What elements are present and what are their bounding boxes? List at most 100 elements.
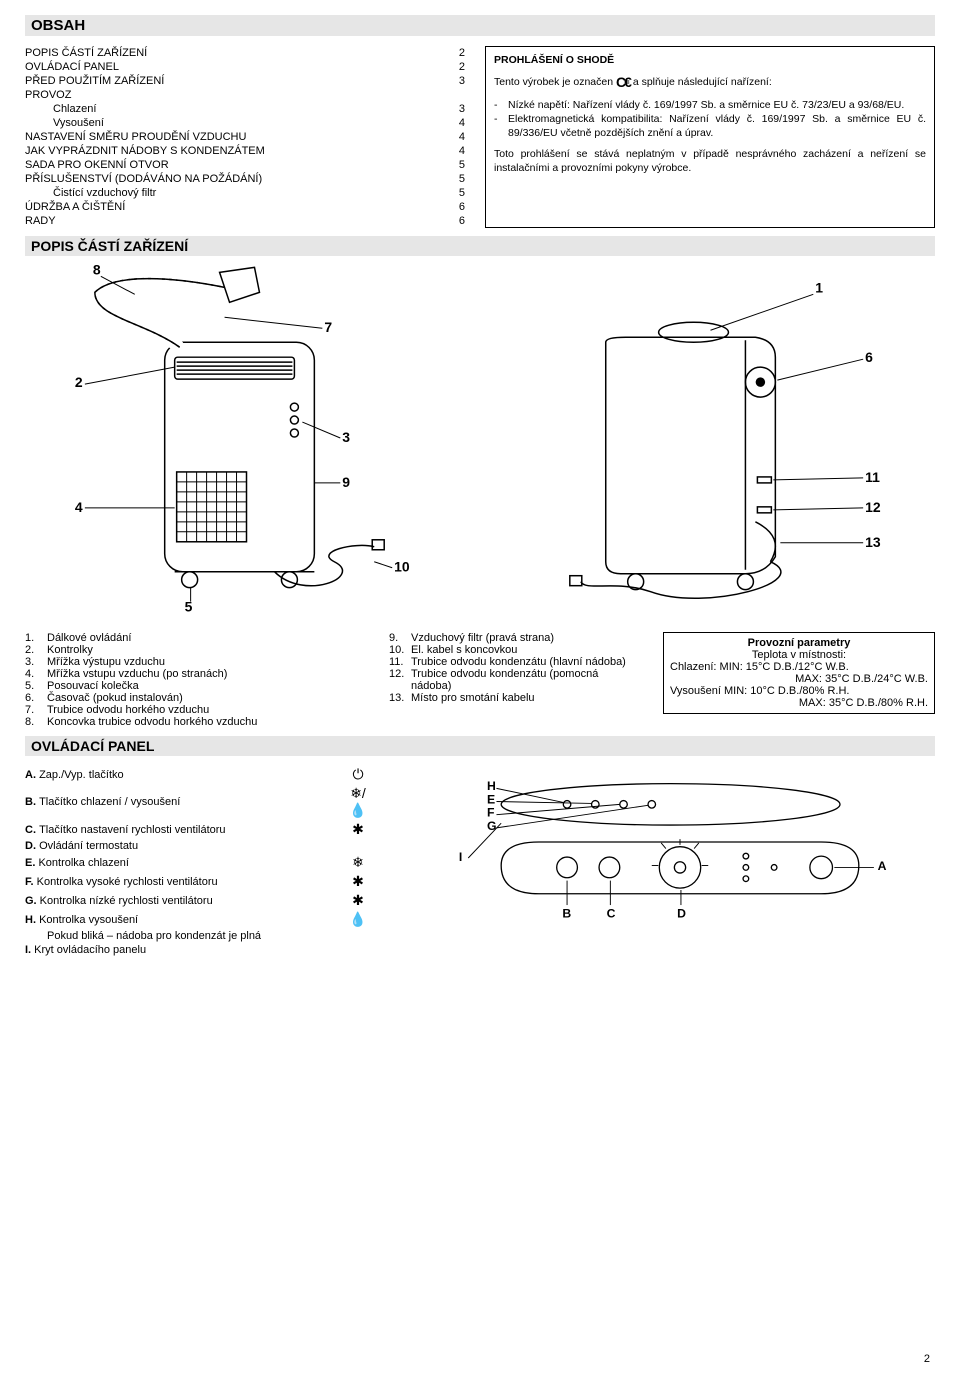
panel-icon: ✱ <box>345 821 371 838</box>
toc-page: 5 <box>445 173 465 185</box>
params-l1: Chlazení: MIN: 15°C D.B./12°C W.B. <box>670 661 928 673</box>
toc-label: PŘED POUŽITÍM ZAŘÍZENÍ <box>25 75 445 87</box>
svg-text:E: E <box>487 792 495 806</box>
declaration-title: PROHLÁŠENÍ O SHODĚ <box>494 53 926 67</box>
toc-row: Čistící vzduchový filtr5 <box>25 186 465 200</box>
svg-text:9: 9 <box>342 474 350 490</box>
toc-label: OVLÁDACÍ PANEL <box>25 61 445 73</box>
parts-num: 2. <box>25 644 47 656</box>
ce-mark-icon: C€ <box>616 73 630 92</box>
declaration-bullet: -Elektromagnetická kompatibilita: Naříze… <box>494 112 926 140</box>
parts-item: 1.Dálkové ovládání <box>25 632 365 644</box>
toc-page: 6 <box>445 215 465 227</box>
toc-page: 3 <box>445 103 465 115</box>
toc-row: SADA PRO OKENNÍ OTVOR5 <box>25 158 465 172</box>
toc-row: POPIS ČÁSTÍ ZAŘÍZENÍ2 <box>25 46 465 60</box>
svg-text:G: G <box>487 819 497 833</box>
toc-page: 4 <box>445 131 465 143</box>
toc-label: NASTAVENÍ SMĚRU PROUDĚNÍ VZDUCHU <box>25 131 445 143</box>
parts-item: 6.Časovač (pokud instalován) <box>25 692 365 704</box>
toc-label: ÚDRŽBA A ČIŠTĚNÍ <box>25 201 445 213</box>
parameters-box: Provozní parametry Teplota v místnosti: … <box>663 632 935 714</box>
parts-list-left: 1.Dálkové ovládání2.Kontrolky3.Mřížka vý… <box>25 632 365 728</box>
parts-text: Trubice odvodu kondenzátu (pomocná nádob… <box>411 668 639 692</box>
declaration-bullet: -Nízké napětí: Nařízení vlády č. 169/199… <box>494 98 926 112</box>
toc-row: Vysoušení4 <box>25 116 465 130</box>
svg-text:13: 13 <box>865 534 881 550</box>
panel-label: Pokud bliká – nádoba pro kondenzát je pl… <box>25 930 345 942</box>
product-diagrams: 8 7 2 3 9 4 10 5 <box>25 262 935 622</box>
parts-num: 6. <box>25 692 47 704</box>
panel-label: C. Tlačítko nastavení rychlosti ventilát… <box>25 824 345 836</box>
parts-text: El. kabel s koncovkou <box>411 644 639 656</box>
declaration-box: PROHLÁŠENÍ O SHODĚ Tento výrobek je ozna… <box>485 46 935 228</box>
panel-item: D. Ovládání termostatu <box>25 840 425 852</box>
parts-item: 13.Místo pro smotání kabelu <box>389 692 639 704</box>
panel-icon: ✱ <box>345 873 371 890</box>
heading-obsah: OBSAH <box>25 15 935 36</box>
panel-label: B. Tlačítko chlazení / vysoušení <box>25 796 345 808</box>
toc-page: 2 <box>445 61 465 73</box>
svg-text:3: 3 <box>342 429 350 445</box>
panel-label: G. Kontrolka nízké rychlosti ventilátoru <box>25 895 345 907</box>
svg-text:A: A <box>878 859 887 873</box>
toc-page: 3 <box>445 75 465 87</box>
parts-text: Časovač (pokud instalován) <box>47 692 365 704</box>
toc-row: RADY6 <box>25 214 465 228</box>
toc-row: ÚDRŽBA A ČIŠTĚNÍ6 <box>25 200 465 214</box>
parts-text: Vzduchový filtr (pravá strana) <box>411 632 639 644</box>
toc-label: PROVOZ <box>25 89 445 101</box>
parts-item: 7.Trubice odvodu horkého vzduchu <box>25 704 365 716</box>
toc-page: 6 <box>445 201 465 213</box>
parts-text: Koncovka trubice odvodu horkého vzduchu <box>47 716 365 728</box>
toc-row: OVLÁDACÍ PANEL2 <box>25 60 465 74</box>
parts-num: 1. <box>25 632 47 644</box>
panel-label: F. Kontrolka vysoké rychlosti ventilátor… <box>25 876 345 888</box>
toc-row: PŘED POUŽITÍM ZAŘÍZENÍ3 <box>25 74 465 88</box>
toc-label: RADY <box>25 215 445 227</box>
control-panel-list: A. Zap./Vyp. tlačítko⏻B. Tlačítko chlaze… <box>25 766 425 956</box>
parts-item: 5.Posouvací kolečka <box>25 680 365 692</box>
panel-item: B. Tlačítko chlazení / vysoušení❄/💧 <box>25 785 425 819</box>
params-l2: MAX: 35°C D.B./24°C W.B. <box>670 673 928 685</box>
toc-row: JAK VYPRÁZDNIT NÁDOBY S KONDENZÁTEM4 <box>25 144 465 158</box>
parts-num: 7. <box>25 704 47 716</box>
panel-item: H. Kontrolka vysoušení💧 <box>25 911 425 928</box>
parts-text: Kontrolky <box>47 644 365 656</box>
bullet-text: Nízké napětí: Nařízení vlády č. 169/1997… <box>508 98 926 112</box>
svg-text:11: 11 <box>865 469 880 485</box>
svg-text:12: 12 <box>865 499 881 515</box>
parts-item: 12.Trubice odvodu kondenzátu (pomocná ná… <box>389 668 639 692</box>
panel-item: I. Kryt ovládacího panelu <box>25 944 425 956</box>
diagram-front: 8 7 2 3 9 4 10 5 <box>25 262 474 622</box>
bullet-text: Elektromagnetická kompatibilita: Nařízen… <box>508 112 926 140</box>
toc-row: PŘÍSLUŠENSTVÍ (DODÁVÁNO NA POŽÁDÁNÍ)5 <box>25 172 465 186</box>
parts-list-right: 9.Vzduchový filtr (pravá strana)10.El. k… <box>389 632 639 728</box>
parts-num: 9. <box>389 632 411 644</box>
toc-label: Chlazení <box>25 103 445 115</box>
parts-num: 10. <box>389 644 411 656</box>
parts-text: Trubice odvodu kondenzátu (hlavní nádoba… <box>411 656 639 668</box>
parts-text: Místo pro smotání kabelu <box>411 692 639 704</box>
parts-text: Mřížka výstupu vzduchu <box>47 656 365 668</box>
svg-text:4: 4 <box>75 499 83 515</box>
toc-label: POPIS ČÁSTÍ ZAŘÍZENÍ <box>25 47 445 59</box>
declaration-intro-pre: Tento výrobek je označen <box>494 76 613 88</box>
svg-text:I: I <box>459 850 462 864</box>
toc-page: 4 <box>445 145 465 157</box>
toc-label: PŘÍSLUŠENSTVÍ (DODÁVÁNO NA POŽÁDÁNÍ) <box>25 173 445 185</box>
parts-text: Dálkové ovládání <box>47 632 365 644</box>
toc-label: SADA PRO OKENNÍ OTVOR <box>25 159 445 171</box>
declaration-intro-post: a splňuje následující nařízení: <box>633 76 772 88</box>
svg-text:D: D <box>677 906 686 920</box>
parts-item: 9.Vzduchový filtr (pravá strana) <box>389 632 639 644</box>
parts-item: 11.Trubice odvodu kondenzátu (hlavní nád… <box>389 656 639 668</box>
panel-icon: ⏻ <box>345 766 371 783</box>
panel-item: Pokud bliká – nádoba pro kondenzát je pl… <box>25 930 425 942</box>
panel-label: H. Kontrolka vysoušení <box>25 914 345 926</box>
declaration-footer: Toto prohlášení se stává neplatným v pří… <box>494 147 926 175</box>
params-sub: Teplota v místnosti: <box>670 649 928 661</box>
heading-popis: POPIS ČÁSTÍ ZAŘÍZENÍ <box>25 236 935 256</box>
parts-item: 10.El. kabel s koncovkou <box>389 644 639 656</box>
toc-label: Vysoušení <box>25 117 445 129</box>
